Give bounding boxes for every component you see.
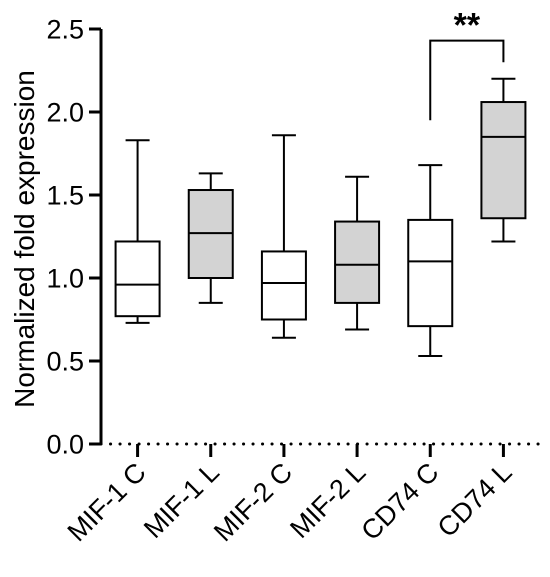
box-series [114,77,527,358]
x-category-label: CD74 L [432,457,518,543]
significance-bracket [429,39,505,121]
iqr-box [260,250,307,321]
y-tick-label: 0.5 [46,347,84,377]
y-tick-label: 1.0 [46,264,84,294]
box-cd74-l [480,77,527,243]
box-mif-2-l [334,175,381,331]
y-axis: 0.0 0.5 1.0 1.5 2.0 2.5 [46,15,103,460]
iqr-box [480,101,527,220]
y-tick-label: 1.5 [46,181,84,211]
iqr-box [114,240,161,318]
significance-label: ** [454,7,481,45]
x-category-label: MIF-2 L [284,457,371,544]
significance-annotation: ** [429,7,505,121]
iqr-box [407,218,454,328]
iqr-box [334,220,381,304]
y-tick-label: 0.0 [46,430,84,460]
y-tick-label: 2.5 [46,15,84,45]
y-axis-label: Normalized fold expression [9,70,40,408]
x-category-label: CD74 C [355,457,444,546]
x-category-label: MIF-1 C [62,457,152,547]
y-tick-label: 2.0 [46,98,84,128]
box-mif-1-l [187,172,234,304]
x-category-label: MIF-2 C [208,457,298,547]
box-cd74-c [407,164,454,358]
box-mif-1-c [114,139,161,324]
box-mif-2-c [260,134,307,339]
